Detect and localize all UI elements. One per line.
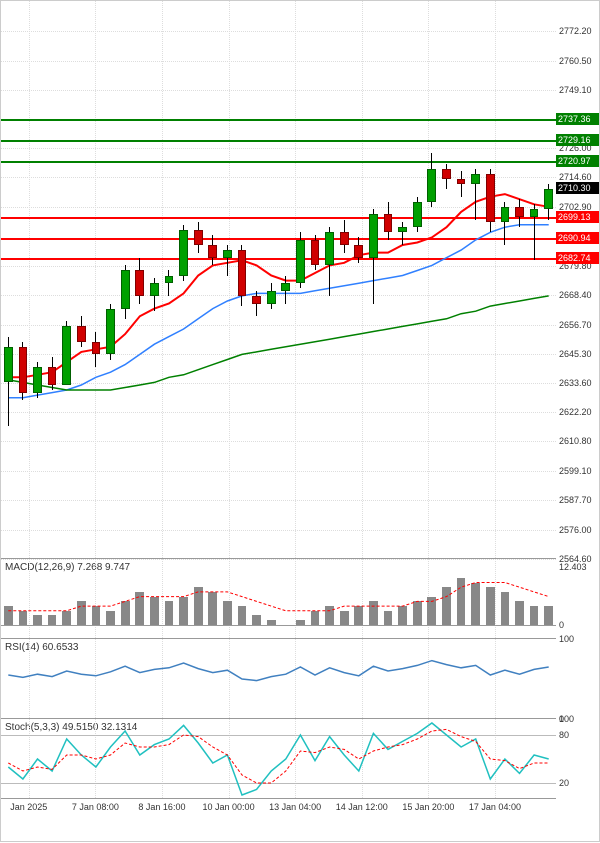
price-tick: 2633.60	[559, 378, 592, 388]
time-tick: 13 Jan 04:00	[269, 802, 321, 812]
rsi-panel[interactable]: RSI(14) 60.6533	[1, 639, 556, 719]
candle[interactable]	[457, 179, 466, 184]
time-tick: 10 Jan 00:00	[203, 802, 255, 812]
time-tick: 17 Jan 04:00	[469, 802, 521, 812]
candle[interactable]	[354, 245, 363, 258]
macd-panel[interactable]: MACD(12,26,9) 7.268 9.747	[1, 559, 556, 639]
candle[interactable]	[223, 250, 232, 258]
candle[interactable]	[369, 214, 378, 257]
candle[interactable]	[515, 207, 524, 217]
candle[interactable]	[398, 227, 407, 232]
price-tick: 2760.50	[559, 56, 592, 66]
price-tick: 2656.70	[559, 320, 592, 330]
candle[interactable]	[340, 232, 349, 245]
candle[interactable]	[106, 309, 115, 355]
candle[interactable]	[4, 347, 13, 383]
level-label: 2699.13	[556, 211, 599, 223]
time-tick: Jan 2025	[10, 802, 47, 812]
candle[interactable]	[486, 174, 495, 222]
candle[interactable]	[384, 214, 393, 232]
candle[interactable]	[530, 209, 539, 217]
candle[interactable]	[267, 291, 276, 304]
time-tick: 7 Jan 08:00	[72, 802, 119, 812]
candle[interactable]	[296, 240, 305, 283]
price-tick: 2587.70	[559, 495, 592, 505]
price-tick: 2714.60	[559, 172, 592, 182]
candle[interactable]	[544, 189, 553, 209]
candle[interactable]	[194, 230, 203, 245]
time-tick: 15 Jan 20:00	[402, 802, 454, 812]
time-xaxis: Jan 2025 7 Jan 08:00 8 Jan 16:00 10 Jan 00:…	[1, 799, 556, 843]
candle[interactable]	[238, 250, 247, 296]
current-price-label: 2710.30	[556, 182, 599, 194]
time-tick: 8 Jan 16:00	[138, 802, 185, 812]
price-yaxis: 2564.602576.002587.702599.102610.802622.…	[556, 1, 600, 559]
candle[interactable]	[501, 207, 510, 222]
level-label: 2682.74	[556, 252, 599, 264]
rsi-yaxis: 0100	[556, 639, 600, 719]
candle[interactable]	[208, 245, 217, 258]
candle[interactable]	[33, 367, 42, 392]
price-tick: 2576.00	[559, 525, 592, 535]
candle[interactable]	[427, 169, 436, 202]
candle[interactable]	[92, 342, 101, 355]
ma-overlay	[1, 1, 556, 558]
level-label: 2729.16	[556, 134, 599, 146]
level-label: 2720.97	[556, 155, 599, 167]
candle[interactable]	[281, 283, 290, 291]
price-tick: 2772.20	[559, 26, 592, 36]
candle[interactable]	[471, 174, 480, 184]
candle[interactable]	[442, 169, 451, 179]
candle[interactable]	[19, 347, 28, 393]
price-tick: 2645.30	[559, 349, 592, 359]
stoch-panel[interactable]: Stoch(5,3,3) 49.5150 32.1314	[1, 719, 556, 799]
price-tick: 2668.40	[559, 290, 592, 300]
candle[interactable]	[121, 270, 130, 308]
candle[interactable]	[413, 202, 422, 227]
candle[interactable]	[62, 326, 71, 385]
candle[interactable]	[179, 230, 188, 276]
time-tick: 14 Jan 12:00	[336, 802, 388, 812]
price-tick: 2749.10	[559, 85, 592, 95]
price-tick: 2610.80	[559, 436, 592, 446]
candle[interactable]	[48, 367, 57, 385]
stoch-yaxis: 2080100	[556, 719, 600, 799]
candle[interactable]	[135, 270, 144, 295]
price-tick: 2599.10	[559, 466, 592, 476]
macd-yaxis: 012.403	[556, 559, 600, 639]
candle[interactable]	[311, 240, 320, 265]
candle[interactable]	[252, 296, 261, 304]
candle[interactable]	[165, 276, 174, 284]
price-chart-panel[interactable]	[1, 1, 556, 559]
trading-chart: 2564.602576.002587.702599.102610.802622.…	[0, 0, 600, 842]
level-label: 2690.94	[556, 232, 599, 244]
candle[interactable]	[77, 326, 86, 341]
level-label: 2737.36	[556, 113, 599, 125]
candle[interactable]	[150, 283, 159, 296]
candle[interactable]	[325, 232, 334, 265]
price-tick: 2622.20	[559, 407, 592, 417]
